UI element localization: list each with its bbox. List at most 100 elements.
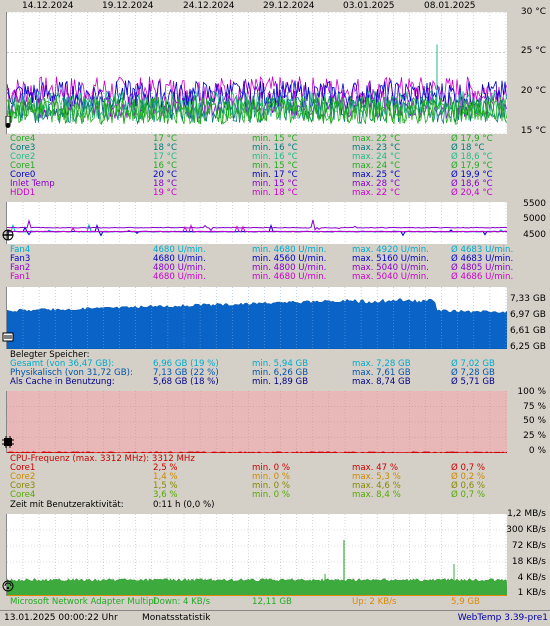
min-value: min. 4680 U/min. bbox=[252, 272, 327, 282]
legend-row: Core4 17 °C min. 15 °C max. 22 °C Ø 17,9 °C bbox=[10, 135, 550, 144]
min-value: min. 15 °C bbox=[252, 179, 298, 189]
series-name: HDD1 bbox=[10, 188, 36, 198]
net-tick: 1 KB/s bbox=[517, 588, 546, 598]
series-name: Inlet Temp bbox=[10, 179, 55, 189]
cpu-chart bbox=[6, 391, 507, 453]
avg-value: Ø 4683 U/min. bbox=[451, 254, 514, 264]
series-name: Physikalisch (von 31,72 GB): bbox=[10, 368, 133, 378]
current-value: 4680 U/min. bbox=[153, 245, 206, 255]
mem-tick: 7,33 GB bbox=[509, 294, 546, 304]
cpu-tick: 0 % bbox=[528, 446, 546, 456]
legend-row: Inlet Temp 18 °C min. 15 °C max. 28 °C Ø 18,… bbox=[10, 180, 550, 189]
max-value: max. 24 °C bbox=[352, 152, 401, 162]
max-value: max. 5040 U/min. bbox=[352, 263, 429, 273]
date-label: 14.12.2024 bbox=[22, 1, 74, 11]
network-legend: Microsoft Network Adapter Multipl Down: … bbox=[10, 597, 550, 607]
avg-value: Ø 17,9 °C bbox=[451, 161, 493, 171]
version-link[interactable]: WebTemp 3.39-pre1 bbox=[457, 613, 548, 623]
min-value: min. 1,89 GB bbox=[252, 377, 309, 387]
current-value: 6,96 GB (19 %) bbox=[153, 359, 219, 369]
legend-row: HDD1 19 °C min. 18 °C max. 22 °C Ø 20,4 °C bbox=[10, 189, 550, 198]
min-value: min. 0 % bbox=[252, 481, 291, 491]
legend-row: Core1 2,5 % min. 0 % max. 47 % Ø 0,7 % bbox=[10, 464, 550, 473]
memory-title: Belegter Speicher: bbox=[10, 350, 90, 360]
avg-value: Ø 4686 U/min. bbox=[451, 272, 514, 282]
series-name: Core3 bbox=[10, 481, 36, 491]
max-value: max. 4,6 % bbox=[352, 481, 401, 491]
series-name: Als Cache in Benutzung: bbox=[10, 377, 115, 387]
max-value: max. 22 °C bbox=[352, 188, 401, 198]
user-activity-value: 0:11 h (0,0 %) bbox=[153, 500, 215, 510]
fan-plot bbox=[7, 202, 507, 244]
series-name: Core3 bbox=[10, 143, 36, 153]
legend-row: Gesamt (von 36,47 GB): 6,96 GB (19 %) min.… bbox=[10, 360, 550, 369]
net-tick: 1,2 MB/s bbox=[507, 509, 546, 519]
temp-series-line bbox=[7, 89, 507, 120]
current-value: 18 °C bbox=[153, 179, 177, 189]
max-value: max. 5,3 % bbox=[352, 472, 401, 482]
avg-value: Ø 7,28 GB bbox=[451, 368, 495, 378]
current-value: 4680 U/min. bbox=[153, 272, 206, 282]
avg-value: Ø 17,9 °C bbox=[451, 134, 493, 144]
mem-tick: 6,61 GB bbox=[509, 326, 546, 336]
series-name: Core4 bbox=[10, 490, 36, 500]
date-label: 24.12.2024 bbox=[183, 1, 235, 11]
min-value: min. 16 °C bbox=[252, 143, 298, 153]
cpu-tick: 25 % bbox=[523, 431, 546, 441]
min-value: min. 0 % bbox=[252, 463, 291, 473]
max-value: max. 24 °C bbox=[352, 161, 401, 171]
legend-row: Core0 20 °C min. 17 °C max. 25 °C Ø 19,9 °C bbox=[10, 171, 550, 180]
temperature-legend: Core4 17 °C min. 15 °C max. 22 °C Ø 17,9 °C C… bbox=[10, 135, 550, 198]
avg-value: Ø 4805 U/min. bbox=[451, 263, 514, 273]
statistics-mode: Monatsstatistik bbox=[142, 613, 211, 623]
network-axis: 1,2 MB/s 300 KB/s 72 KB/s 18 KB/s 4 KB/s… bbox=[506, 509, 550, 598]
series-name: Core2 bbox=[10, 152, 36, 162]
series-name: Core0 bbox=[10, 170, 36, 180]
network-up-total: 5,9 GB bbox=[451, 597, 480, 607]
avg-value: Ø 4683 U/min. bbox=[451, 245, 514, 255]
max-value: max. 47 % bbox=[352, 463, 399, 473]
legend-row: Core3 18 °C min. 16 °C max. 23 °C Ø 18 °C bbox=[10, 144, 550, 153]
fan-icon bbox=[2, 229, 14, 241]
legend-row: Core4 3,6 % min. 0 % max. 8,4 % Ø 0,7 % bbox=[10, 491, 550, 500]
max-value: max. 23 °C bbox=[352, 143, 401, 153]
temperature-axis: 30 °C 25 °C 20 °C 15 °C bbox=[508, 7, 550, 136]
cpu-icon bbox=[2, 436, 14, 448]
cpu-load-area bbox=[7, 451, 507, 453]
memory-plot bbox=[7, 287, 507, 349]
mem-tick: 6,25 GB bbox=[509, 342, 546, 352]
avg-value: Ø 18,6 °C bbox=[451, 152, 493, 162]
series-name: Fan4 bbox=[10, 245, 31, 255]
min-value: min. 15 °C bbox=[252, 134, 298, 144]
max-value: max. 7,28 GB bbox=[352, 359, 411, 369]
min-value: min. 0 % bbox=[252, 472, 291, 482]
thermometer-icon bbox=[2, 115, 14, 128]
avg-value: Ø 18 °C bbox=[451, 143, 485, 153]
legend-row: Fan1 4680 U/min. min. 4680 U/min. max. 5040… bbox=[10, 273, 550, 282]
temperature-chart bbox=[6, 12, 507, 134]
avg-value: Ø 20,4 °C bbox=[451, 188, 493, 198]
temp-tick: 25 °C bbox=[520, 46, 546, 56]
min-value: min. 4680 U/min. bbox=[252, 245, 327, 255]
temp-series-line bbox=[7, 95, 507, 126]
date-label: 29.12.2024 bbox=[263, 1, 315, 11]
legend-row: Physikalisch (von 31,72 GB): 7,13 GB (22 … bbox=[10, 369, 550, 378]
legend-row: Core3 1,5 % min. 0 % max. 4,6 % Ø 0,6 % bbox=[10, 482, 550, 491]
fan-chart bbox=[6, 202, 507, 244]
fan-axis: 5500 5000 4500 bbox=[508, 199, 550, 244]
date-axis: 14.12.2024 19.12.2024 24.12.2024 29.12.2… bbox=[6, 0, 506, 12]
avg-value: Ø 0,7 % bbox=[451, 490, 486, 500]
avg-value: Ø 0,6 % bbox=[451, 481, 486, 491]
series-name: Fan1 bbox=[10, 272, 31, 282]
cpu-frequency: CPU-Frequenz (max. 3312 MHz): 3312 MHz bbox=[10, 454, 195, 464]
avg-value: Ø 19,9 °C bbox=[451, 170, 493, 180]
temp-tick: 30 °C bbox=[520, 7, 546, 17]
temp-tick: 20 °C bbox=[520, 86, 546, 96]
min-value: min. 18 °C bbox=[252, 188, 298, 198]
min-value: min. 0 % bbox=[252, 490, 291, 500]
max-value: max. 22 °C bbox=[352, 134, 401, 144]
current-value: 7,13 GB (22 %) bbox=[153, 368, 219, 378]
avg-value: Ø 7,02 GB bbox=[451, 359, 495, 369]
user-activity: Zeit mit Benutzeraktivität: 0:11 h (0,0 … bbox=[10, 500, 410, 510]
